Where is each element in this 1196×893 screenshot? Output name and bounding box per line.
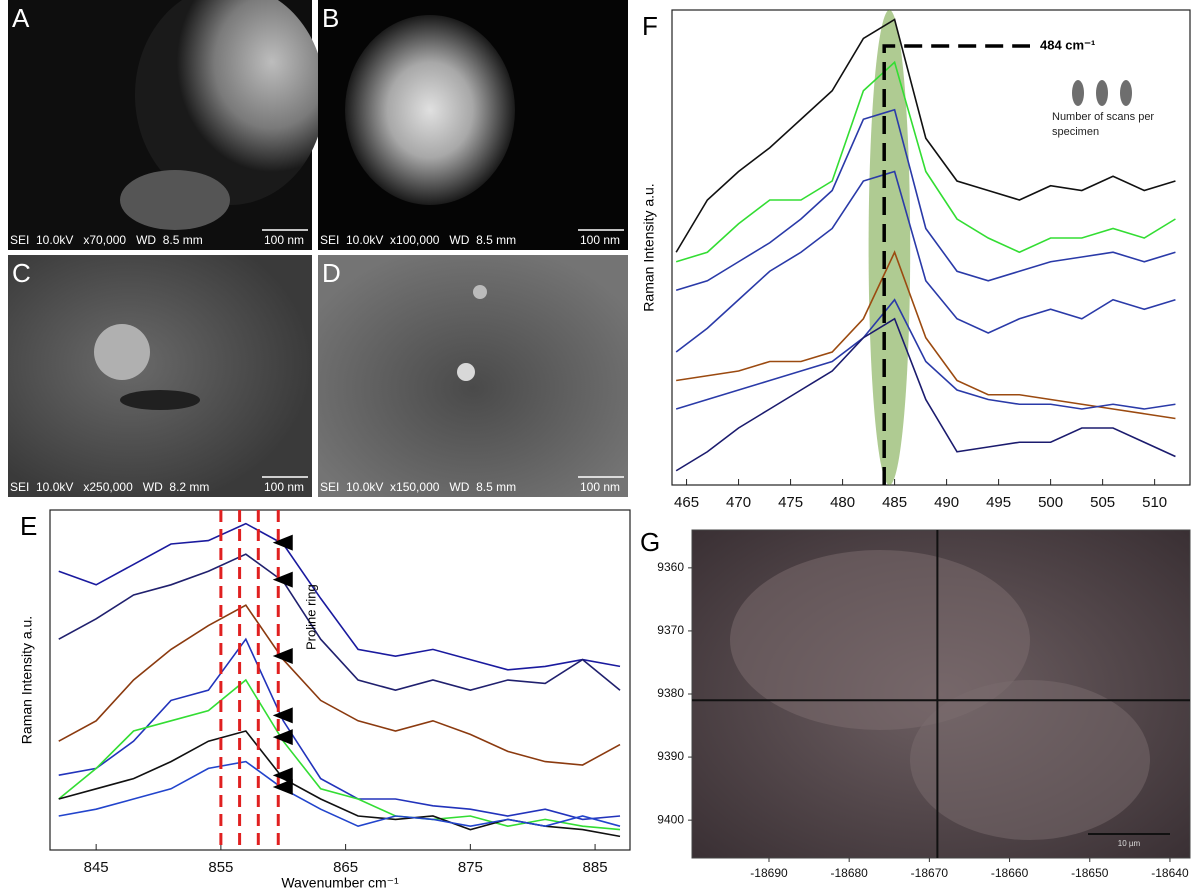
y-tick-label: 9380	[657, 686, 684, 700]
legend-symbol	[1072, 80, 1084, 106]
x-tick-label: 885	[583, 859, 608, 876]
x-tick-label: 495	[986, 494, 1011, 511]
arrowhead	[273, 779, 293, 795]
x-tick-label: 475	[778, 494, 803, 511]
y-tick-label: 9400	[657, 812, 684, 826]
x-tick-label: 500	[1038, 494, 1063, 511]
panel-letter: G	[640, 527, 660, 557]
sem-panel-a	[8, 0, 325, 250]
x-tick-label: 470	[726, 494, 751, 511]
x-tick-label: 855	[208, 859, 233, 876]
panel-letter: A	[12, 3, 30, 33]
panel-letter: F	[642, 11, 658, 41]
scale-label: 100 nm	[264, 480, 304, 494]
x-tick-label: -18640	[1151, 866, 1189, 880]
x-tick-label: 875	[458, 859, 483, 876]
spectrum-line	[59, 639, 620, 819]
y-tick-label: 9360	[657, 560, 684, 574]
x-tick-label: -18690	[750, 866, 788, 880]
figure: A SEI 10.0kV x70,000 WD 8.5 mm 100 nm B SEI …	[0, 0, 1196, 888]
micrograph	[692, 530, 1190, 858]
y-axis-label: Raman Intensity a.u.	[19, 616, 35, 744]
spectrum-line	[59, 554, 620, 690]
sem-info: SEI 10.0kV x250,000 WD 8.2 mm	[10, 480, 209, 494]
sem-panel-c	[8, 255, 312, 497]
sem-info: SEI 10.0kV x150,000 WD 8.5 mm	[320, 480, 516, 494]
sem-info: SEI 10.0kV x100,000 WD 8.5 mm	[320, 233, 516, 247]
x-tick-label: 465	[674, 494, 699, 511]
legend-symbol	[1120, 80, 1132, 106]
x-tick-label: -18670	[911, 866, 949, 880]
x-tick-label: 510	[1142, 494, 1167, 511]
x-tick-label: -18680	[830, 866, 868, 880]
x-tick-label: 485	[882, 494, 907, 511]
arrowhead	[273, 729, 293, 745]
plot-frame	[50, 510, 630, 850]
scale-label: 100 nm	[264, 233, 304, 247]
arrowhead	[273, 535, 293, 551]
arrowhead	[273, 572, 293, 588]
sem-panel-b	[318, 0, 628, 250]
panel-letter: C	[12, 258, 31, 288]
x-axis-label: Wavenumber cm⁻¹	[281, 875, 399, 888]
legend-box: Number of scans per specimen	[1052, 110, 1182, 150]
panel-letter: D	[322, 258, 341, 288]
legend-text: Number of scans per specimen	[1052, 110, 1182, 140]
x-tick-label: 845	[84, 859, 109, 876]
scale-label: 100 nm	[580, 233, 620, 247]
panel-letter: B	[322, 3, 339, 33]
y-tick-label: 9370	[657, 623, 684, 637]
x-tick-label: 490	[934, 494, 959, 511]
spectrum-line	[676, 252, 1175, 418]
spectrum-line	[676, 319, 1175, 471]
legend-symbol	[1096, 80, 1108, 106]
sem-info: SEI 10.0kV x70,000 WD 8.5 mm	[10, 233, 203, 247]
x-tick-label: -18660	[991, 866, 1029, 880]
x-tick-label: 865	[333, 859, 358, 876]
sem-panel-d	[318, 255, 628, 497]
annotation: Proline ring	[303, 584, 318, 650]
spectrum-line	[676, 172, 1175, 353]
x-tick-label: -18650	[1071, 866, 1109, 880]
panel-letter: E	[20, 511, 37, 541]
spectrum-line	[676, 300, 1175, 409]
plot-frame	[672, 10, 1190, 485]
y-tick-label: 9390	[657, 749, 684, 763]
scale-label: 100 nm	[580, 480, 620, 494]
annotation: 484 cm⁻¹	[1040, 37, 1095, 52]
scale-label: 10 µm	[1118, 839, 1141, 848]
x-tick-label: 505	[1090, 494, 1115, 511]
spectrum-line	[59, 524, 620, 670]
spectrum-line	[59, 605, 620, 765]
y-axis-label: Raman Intensity a.u.	[641, 183, 657, 311]
x-tick-label: 480	[830, 494, 855, 511]
arrowhead	[273, 648, 293, 664]
